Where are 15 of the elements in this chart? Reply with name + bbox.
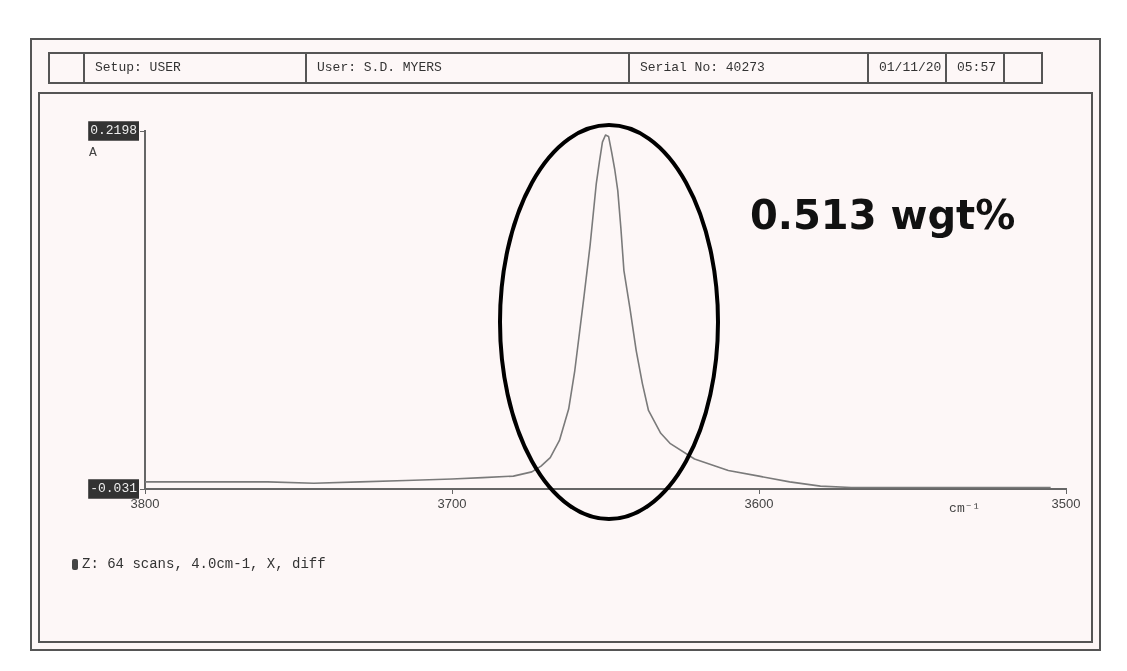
y-tick-label: -0.031 [90,481,138,497]
y-axis-title: A [89,145,98,161]
x-tick-label: 3600 [744,496,774,512]
text: 05:57 [945,52,1005,84]
text: Setup: USER [83,52,307,84]
x-tick-label: 3700 [437,496,467,512]
annotation: 0.513 wgt% [750,192,1016,238]
text: User: S.D. MYERS [305,52,630,84]
x-tick-label: 3500 [1051,496,1081,512]
text: Z: 64 scans, 4.0cm-1, X, diff [82,556,326,572]
x-tick-label: 3800 [130,496,160,512]
text: 01/11/20 [867,52,947,84]
text: Serial No: 40273 [628,52,869,84]
x-axis-title: cm⁻¹ [949,501,981,517]
y-tick-label: 0.2198 [90,123,137,139]
